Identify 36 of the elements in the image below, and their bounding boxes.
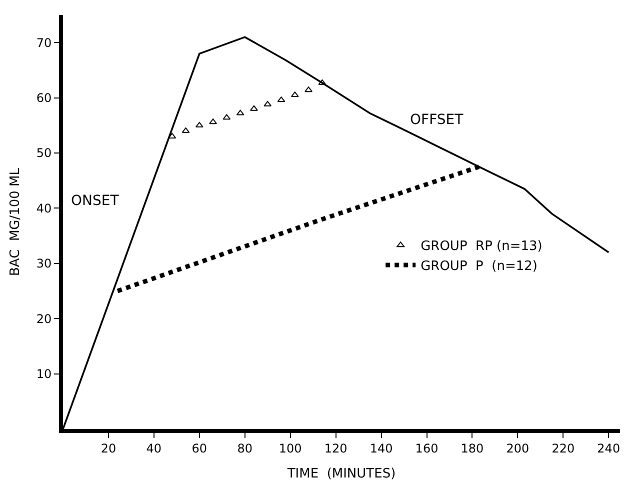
y-tick-label: 20	[36, 312, 52, 326]
point	[195, 122, 204, 128]
y-tick-label: 50	[36, 146, 52, 160]
point	[222, 114, 231, 120]
x-tick-label: 60	[192, 441, 208, 456]
point	[277, 96, 286, 102]
x-axis-title: TIME (MINUTES)	[286, 466, 396, 482]
y-tick-label: 40	[36, 201, 52, 216]
x-tick-label: 120	[324, 441, 348, 456]
point	[236, 110, 244, 116]
point	[304, 86, 312, 92]
annotation: ONSET	[71, 193, 120, 209]
x-tick-label: 200	[506, 441, 530, 456]
annotation: OFFSET	[410, 112, 464, 128]
y-axis-title: BAC MG/100 ML	[8, 167, 23, 276]
point	[264, 100, 272, 106]
point	[209, 118, 218, 124]
x-tick-label: 40	[146, 441, 162, 456]
point	[318, 79, 326, 85]
x-tick-label: 160	[415, 441, 438, 456]
point	[290, 92, 299, 98]
y-tick-label: 60	[36, 91, 52, 105]
y-tick-label: 30	[36, 256, 52, 271]
x-tick-label: 140	[370, 441, 393, 456]
point	[250, 105, 258, 111]
y-tick-label: 70	[36, 36, 52, 50]
legend-label: GROUP RP (n=13)	[420, 239, 542, 254]
y-tick-label: 10	[36, 367, 52, 381]
x-tick-label: 180	[460, 441, 484, 456]
x-tick-label: 80	[237, 441, 253, 456]
legend-label: GROUP P (n=12)	[420, 259, 538, 274]
x-tick-label: 240	[597, 441, 620, 456]
x-tick-label: 20	[100, 441, 116, 456]
x-tick-label: 100	[278, 441, 302, 456]
x-tick-label: 220	[552, 441, 575, 456]
point	[182, 127, 190, 133]
